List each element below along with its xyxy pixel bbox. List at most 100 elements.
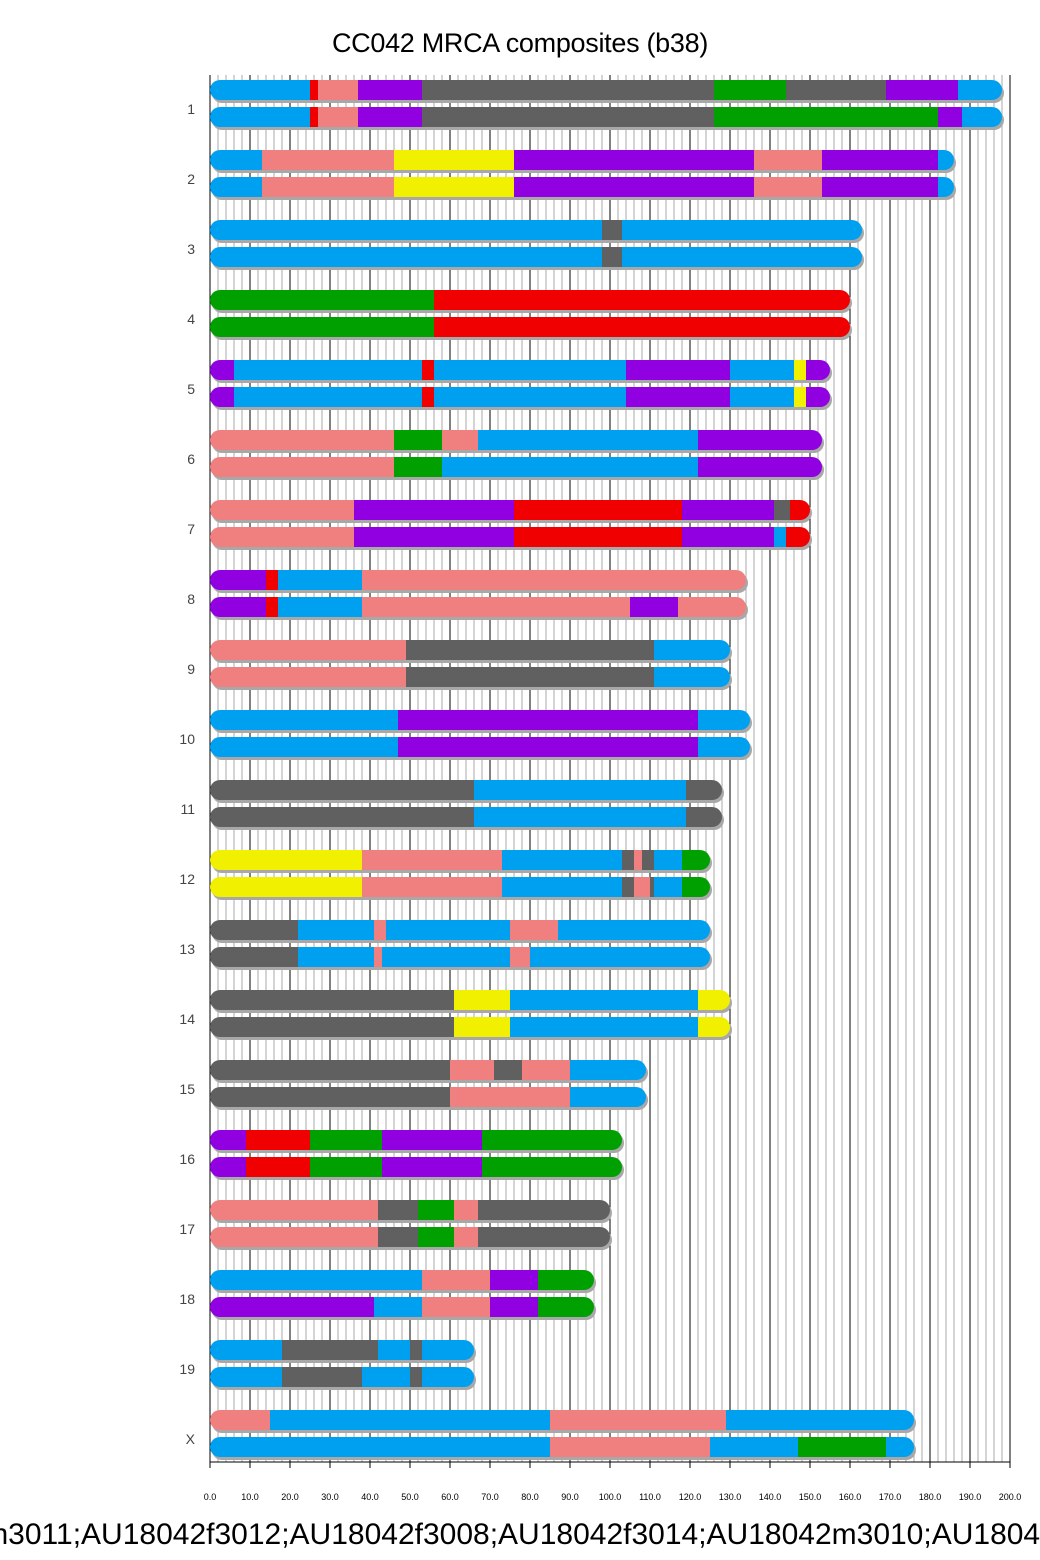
chromosome-label: 4 <box>187 311 195 327</box>
haplotype-segment <box>622 247 862 267</box>
haplotype-bar <box>210 1087 646 1107</box>
haplotype-segment <box>714 80 787 100</box>
haplotype-segment <box>654 667 730 687</box>
haplotype-segment <box>630 597 679 617</box>
haplotype-segment <box>754 150 823 170</box>
haplotype-segment <box>210 150 263 170</box>
haplotype-segment <box>382 1130 483 1150</box>
haplotype-segment <box>210 570 267 590</box>
haplotype-segment <box>622 877 635 897</box>
haplotype-segment <box>394 150 515 170</box>
haplotype-segment <box>210 247 603 267</box>
chromosome-16: 16 <box>179 1130 624 1180</box>
haplotype-segment <box>374 1297 423 1317</box>
haplotype-segment <box>382 947 511 967</box>
haplotype-segment <box>634 877 651 897</box>
haplotype-segment <box>538 1297 594 1317</box>
haplotype-segment <box>210 737 399 757</box>
haplotype-bar <box>210 107 1002 127</box>
haplotype-segment <box>558 920 695 940</box>
haplotype-bar <box>210 1130 622 1150</box>
chromosome-label: 1 <box>187 101 195 117</box>
haplotype-segment <box>358 107 423 127</box>
haplotype-segment <box>786 80 887 100</box>
haplotype-bar <box>210 1157 622 1177</box>
haplotype-segment <box>210 107 311 127</box>
haplotype-bar <box>210 360 830 380</box>
haplotype-segment <box>654 877 683 897</box>
haplotype-segment <box>398 710 699 730</box>
haplotype-bar <box>210 430 822 450</box>
haplotype-segment <box>514 500 683 520</box>
haplotype-segment <box>354 500 515 520</box>
haplotype-bar <box>210 947 710 967</box>
haplotype-bar <box>210 710 750 730</box>
chromosome-19: 19 <box>179 1340 476 1390</box>
haplotype-segment <box>422 1297 491 1317</box>
haplotype-segment <box>210 1410 271 1430</box>
haplotype-bar <box>210 500 810 520</box>
haplotype-segment <box>354 527 515 547</box>
haplotype-segment <box>210 947 299 967</box>
haplotype-segment <box>310 1157 383 1177</box>
haplotype-bar <box>210 1200 610 1220</box>
haplotype-segment <box>550 1437 711 1457</box>
chromosome-label: 8 <box>187 591 195 607</box>
x-tick-label: 180.0 <box>919 1492 942 1502</box>
haplotype-segment <box>210 877 363 897</box>
haplotype-segment <box>298 947 375 967</box>
chromosome-8: 8 <box>187 570 748 620</box>
chromosome-5: 5 <box>187 360 832 410</box>
haplotype-segment <box>422 1340 474 1360</box>
haplotype-segment <box>694 920 710 940</box>
haplotype-segment <box>502 850 623 870</box>
chromosome-label: 10 <box>179 731 195 747</box>
chart-title: CC042 MRCA composites (b38) <box>0 28 1040 59</box>
x-tick-label: 140.0 <box>759 1492 782 1502</box>
haplotype-segment <box>210 850 363 870</box>
haplotype-segment <box>210 1200 379 1220</box>
haplotype-segment <box>434 387 627 407</box>
haplotype-segment <box>454 990 511 1010</box>
haplotype-segment <box>886 80 959 100</box>
haplotype-segment <box>514 527 683 547</box>
haplotype-segment <box>210 920 299 940</box>
haplotype-segment <box>378 1340 411 1360</box>
haplotype-bar <box>210 150 954 170</box>
haplotype-segment <box>210 1367 283 1387</box>
haplotype-segment <box>358 80 423 100</box>
haplotype-segment <box>318 80 359 100</box>
haplotype-segment <box>234 387 423 407</box>
haplotype-segment <box>210 1227 379 1247</box>
chart-title-text: CC042 MRCA composites (b38) <box>331 28 709 58</box>
chromosome-label: 11 <box>180 801 195 817</box>
haplotype-bar <box>210 1410 914 1430</box>
haplotype-segment <box>450 1087 571 1107</box>
haplotype-segment <box>270 1410 551 1430</box>
haplotype-segment <box>806 360 830 380</box>
haplotype-segment <box>422 1367 474 1387</box>
haplotype-segment <box>642 850 655 870</box>
x-tick-label: 10.0 <box>241 1492 259 1502</box>
sample-list-footer: m3011;AU18042f3012;AU18042f3008;AU18042f… <box>0 1518 1040 1558</box>
haplotype-segment <box>938 107 963 127</box>
haplotype-segment <box>786 527 810 547</box>
haplotype-segment <box>502 877 623 897</box>
x-tick-label: 90.0 <box>561 1492 579 1502</box>
haplotype-bar <box>210 1340 474 1360</box>
haplotype-segment <box>530 947 710 967</box>
haplotype-segment <box>510 920 559 940</box>
haplotype-segment <box>454 1017 511 1037</box>
haplotype-segment <box>698 737 750 757</box>
haplotype-segment <box>378 1200 419 1220</box>
chromosome-17: 17 <box>179 1200 612 1250</box>
haplotype-bar <box>210 80 1002 100</box>
haplotype-segment <box>210 527 355 547</box>
haplotype-segment <box>362 570 746 590</box>
haplotype-bar <box>210 220 862 240</box>
haplotype-segment <box>654 850 683 870</box>
haplotype-segment <box>510 990 699 1010</box>
chromosome-15: 15 <box>179 1060 648 1110</box>
chromosome-label: 17 <box>179 1221 195 1237</box>
haplotype-segment <box>522 1060 571 1080</box>
